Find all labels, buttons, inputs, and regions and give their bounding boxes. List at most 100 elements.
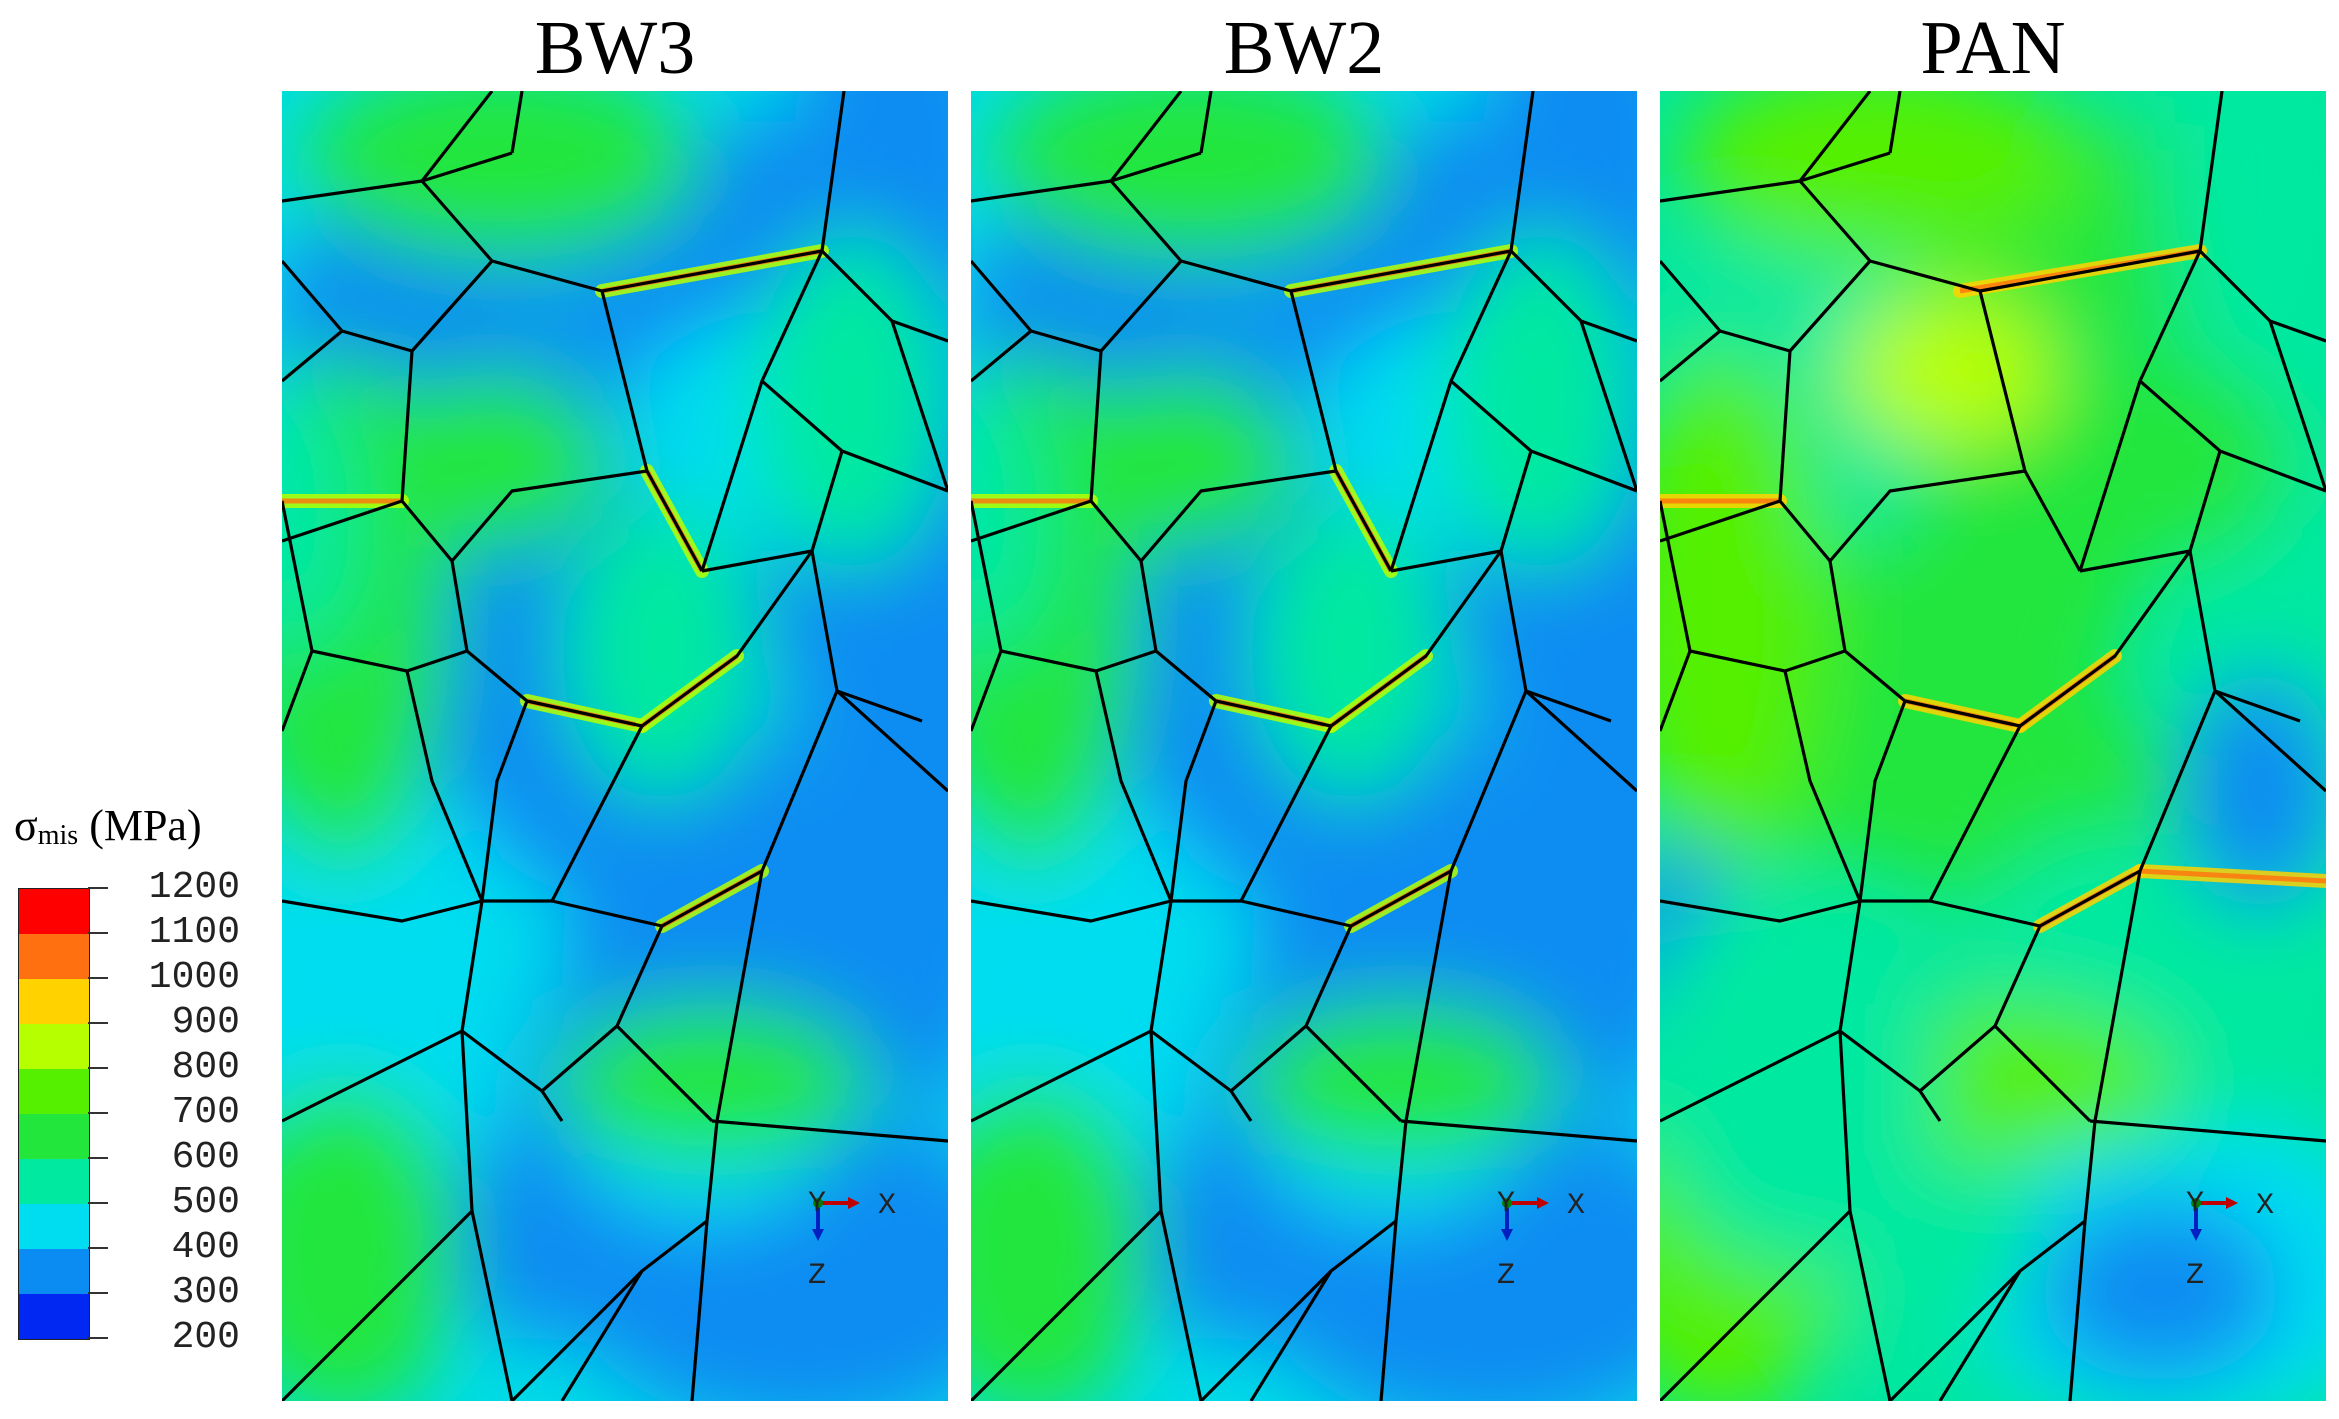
stress-region bbox=[282, 381, 362, 661]
grain-boundary bbox=[1199, 91, 1213, 154]
stress-region bbox=[971, 381, 1051, 661]
grain-boundary bbox=[1094, 670, 1173, 902]
legend-tick bbox=[88, 1067, 108, 1069]
grain-boundary bbox=[1918, 1090, 1942, 1122]
legend-label: 800 bbox=[171, 1046, 240, 1089]
z-axis-arrowhead bbox=[812, 1229, 824, 1241]
panel-title-1: BW3 bbox=[534, 6, 696, 90]
grain-boundary bbox=[420, 91, 494, 182]
legend-label: 200 bbox=[171, 1316, 240, 1359]
legend-swatch bbox=[19, 1294, 89, 1339]
grain-boundary bbox=[1290, 249, 1512, 293]
grain-boundary bbox=[1169, 700, 1218, 902]
grain-boundary bbox=[1330, 550, 1503, 728]
z-axis-arrowhead bbox=[1501, 1229, 1513, 1241]
legend-label: 500 bbox=[171, 1181, 240, 1224]
grain-boundary bbox=[1109, 91, 1183, 182]
grain-boundary bbox=[2219, 449, 2326, 493]
grain-boundary bbox=[1778, 499, 1832, 563]
grain-boundary bbox=[2068, 1220, 2087, 1401]
grain-boundary bbox=[2023, 470, 2082, 572]
stress-field bbox=[1660, 91, 2326, 1401]
stress-region bbox=[302, 91, 702, 261]
grain-boundary bbox=[971, 500, 1003, 652]
grain-boundary bbox=[1839, 1029, 1921, 1093]
stress-region bbox=[971, 1081, 1151, 1401]
x-axis-label: X bbox=[878, 1189, 896, 1223]
legend-label: 1200 bbox=[148, 866, 240, 909]
legend-swatch bbox=[19, 1204, 89, 1249]
stress-region bbox=[752, 231, 948, 571]
grain-boundary bbox=[1240, 690, 1528, 928]
legend-swatch bbox=[19, 979, 89, 1024]
x-axis-arrowhead bbox=[2226, 1197, 2238, 1209]
grain-boundary bbox=[1095, 649, 1157, 673]
y-axis-marker bbox=[1502, 1198, 1512, 1208]
grain-boundary bbox=[2138, 379, 2222, 453]
stress-map-svg: X Y Z bbox=[971, 91, 1637, 1401]
grain-boundaries bbox=[282, 91, 948, 1401]
legend-swatch bbox=[19, 1159, 89, 1204]
legend-tick bbox=[88, 1022, 108, 1024]
panel-title-3: PAN bbox=[1920, 6, 2066, 90]
grain-boundary bbox=[282, 500, 314, 652]
grain-boundary bbox=[1888, 1269, 2022, 1401]
stress-map-panel-bw2: X Y Z bbox=[971, 91, 1637, 1401]
grain-boundary bbox=[1888, 91, 1902, 154]
legend-tick bbox=[88, 1337, 108, 1339]
grain-boundary bbox=[1215, 699, 1332, 728]
stress-map-panel-bw3: X Y Z bbox=[282, 91, 948, 1401]
legend-swatch bbox=[19, 934, 89, 979]
legend-tick bbox=[88, 887, 108, 889]
stress-region bbox=[1660, 351, 1830, 871]
grain-boundary bbox=[1379, 1220, 1398, 1401]
grain-boundary bbox=[2213, 689, 2326, 793]
grain-boundary bbox=[1660, 1209, 1852, 1401]
grain-boundary bbox=[760, 379, 844, 453]
legend-unit: (MPa) bbox=[89, 801, 202, 850]
grain-boundary bbox=[2198, 91, 2224, 252]
grain-boundary bbox=[2019, 550, 2192, 728]
grain-boundary bbox=[450, 469, 648, 563]
grain-boundary bbox=[1579, 320, 1637, 492]
grain-boundary bbox=[1788, 259, 1872, 353]
stress-region bbox=[1990, 351, 2290, 571]
stress-region bbox=[372, 371, 612, 551]
grain-boundary bbox=[1978, 290, 2027, 472]
grain-boundary bbox=[1229, 1090, 1253, 1122]
grain-boundary bbox=[971, 1209, 1163, 1401]
grain-boundary bbox=[1150, 1029, 1232, 1093]
stress-region bbox=[1061, 371, 1301, 551]
legend-tick bbox=[88, 1202, 108, 1204]
x-axis-label: X bbox=[1567, 1189, 1585, 1223]
legend-label: 600 bbox=[171, 1136, 240, 1179]
grain-boundary bbox=[1784, 649, 1846, 673]
axis-triad: X Y Z bbox=[1497, 1187, 1585, 1293]
grain-boundary bbox=[1449, 379, 1533, 453]
grain-boundary bbox=[406, 649, 468, 673]
grain-boundary bbox=[820, 91, 846, 252]
grain-boundary bbox=[971, 899, 1172, 923]
grain-boundary bbox=[1660, 899, 1861, 923]
stress-map-svg: X Y Z bbox=[282, 91, 948, 1401]
grain-boundary bbox=[551, 690, 839, 928]
y-axis-marker bbox=[2191, 1198, 2201, 1208]
legend-label: 1100 bbox=[148, 911, 240, 954]
grain-boundary bbox=[1334, 470, 1393, 572]
y-axis-marker bbox=[813, 1198, 823, 1208]
stress-region bbox=[2160, 91, 2326, 371]
legend-tick bbox=[88, 1112, 108, 1114]
x-axis-arrowhead bbox=[848, 1197, 860, 1209]
legend-swatch bbox=[19, 1249, 89, 1294]
grain-boundary bbox=[1099, 259, 1183, 353]
grain-boundary bbox=[1400, 1119, 1637, 1143]
legend-subscript: mis bbox=[37, 820, 79, 851]
stress-field bbox=[971, 91, 1637, 1401]
grain-boundary bbox=[526, 699, 643, 728]
stress-region bbox=[1660, 871, 1940, 1271]
grain-boundary bbox=[1979, 249, 2201, 293]
grain-boundary bbox=[1993, 1024, 2092, 1123]
axis-triad: X Y Z bbox=[808, 1187, 896, 1293]
grain-boundary bbox=[1139, 469, 1337, 563]
grain-boundary bbox=[890, 320, 948, 492]
